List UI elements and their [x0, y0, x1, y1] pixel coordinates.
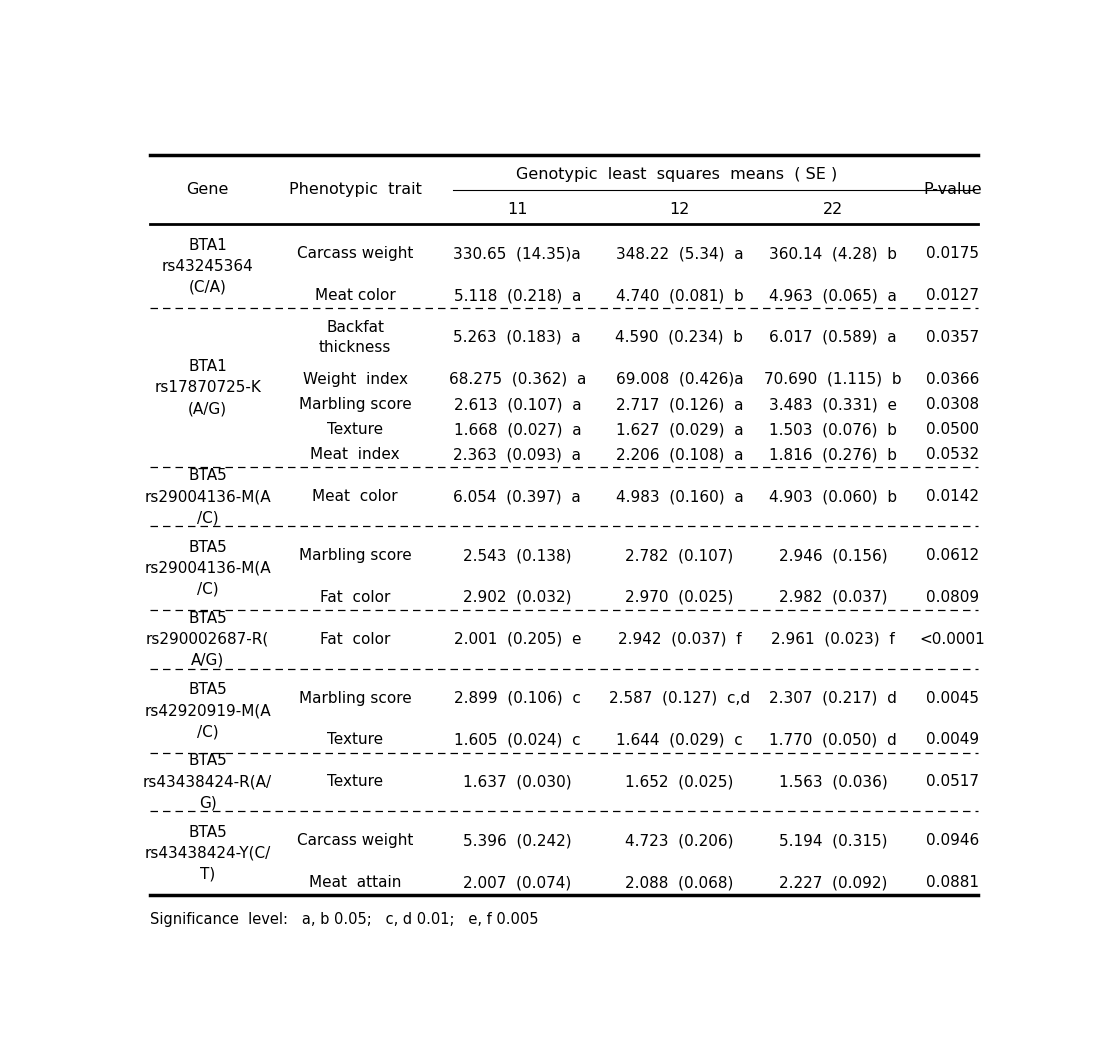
Text: 348.22  (5.34)  a: 348.22 (5.34) a — [615, 246, 743, 261]
Text: 0.0881: 0.0881 — [926, 875, 979, 890]
Text: Genotypic  least  squares  means  ( SE ): Genotypic least squares means ( SE ) — [516, 167, 837, 182]
Text: Gene: Gene — [186, 183, 229, 197]
Text: 0.0127: 0.0127 — [926, 288, 979, 303]
Text: 11: 11 — [508, 202, 527, 216]
Text: 6.054  (0.397)  a: 6.054 (0.397) a — [454, 489, 581, 505]
Text: 0.0809: 0.0809 — [926, 590, 979, 605]
Text: 2.902  (0.032): 2.902 (0.032) — [464, 590, 571, 605]
Text: 12: 12 — [669, 202, 689, 216]
Text: Significance  level:   a, b 0.05;   c, d 0.01;   e, f 0.005: Significance level: a, b 0.05; c, d 0.01… — [151, 912, 538, 927]
Text: Phenotypic  trait: Phenotypic trait — [288, 183, 422, 197]
Text: Weight  index: Weight index — [303, 372, 407, 386]
Text: 3.483  (0.331)  e: 3.483 (0.331) e — [768, 397, 897, 412]
Text: 2.942  (0.037)  f: 2.942 (0.037) f — [618, 631, 741, 647]
Text: <0.0001: <0.0001 — [919, 631, 985, 647]
Text: 2.970  (0.025): 2.970 (0.025) — [625, 590, 733, 605]
Text: 4.963  (0.065)  a: 4.963 (0.065) a — [770, 288, 897, 303]
Text: 1.627  (0.029)  a: 1.627 (0.029) a — [615, 422, 743, 437]
Text: 2.001  (0.205)  e: 2.001 (0.205) e — [454, 631, 581, 647]
Text: 2.899  (0.106)  c: 2.899 (0.106) c — [454, 691, 580, 705]
Text: 68.275  (0.362)  a: 68.275 (0.362) a — [448, 372, 586, 386]
Text: 5.263  (0.183)  a: 5.263 (0.183) a — [454, 329, 581, 345]
Text: 2.982  (0.037): 2.982 (0.037) — [778, 590, 887, 605]
Text: 5.194  (0.315): 5.194 (0.315) — [778, 833, 887, 848]
Text: 1.503  (0.076)  b: 1.503 (0.076) b — [768, 422, 897, 437]
Text: 2.007  (0.074): 2.007 (0.074) — [464, 875, 571, 890]
Text: Backfat
thickness: Backfat thickness — [319, 320, 391, 355]
Text: 0.0142: 0.0142 — [926, 489, 979, 505]
Text: BTA5
rs290002687-R(
A/G): BTA5 rs290002687-R( A/G) — [146, 610, 270, 667]
Text: 1.563  (0.036): 1.563 (0.036) — [778, 774, 887, 790]
Text: Carcass weight: Carcass weight — [297, 246, 413, 261]
Text: 69.008  (0.426)a: 69.008 (0.426)a — [615, 372, 743, 386]
Text: 0.0357: 0.0357 — [926, 329, 979, 345]
Text: BTA5
rs43438424-Y(C/
T): BTA5 rs43438424-Y(C/ T) — [144, 825, 271, 882]
Text: 2.613  (0.107)  a: 2.613 (0.107) a — [454, 397, 581, 412]
Text: 2.307  (0.217)  d: 2.307 (0.217) d — [770, 691, 897, 705]
Text: 0.0946: 0.0946 — [926, 833, 979, 848]
Text: Fat  color: Fat color — [320, 631, 391, 647]
Text: Texture: Texture — [327, 733, 383, 748]
Text: Carcass weight: Carcass weight — [297, 833, 413, 848]
Text: 2.782  (0.107): 2.782 (0.107) — [625, 548, 733, 563]
Text: 70.690  (1.115)  b: 70.690 (1.115) b — [764, 372, 902, 386]
Text: 5.396  (0.242): 5.396 (0.242) — [464, 833, 571, 848]
Text: BTA5
rs42920919-M(A
/C): BTA5 rs42920919-M(A /C) — [144, 682, 271, 739]
Text: Fat  color: Fat color — [320, 590, 391, 605]
Text: 22: 22 — [822, 202, 843, 216]
Text: Marbling score: Marbling score — [298, 691, 412, 705]
Text: 2.961  (0.023)  f: 2.961 (0.023) f — [771, 631, 895, 647]
Text: BTA5
rs29004136-M(A
/C): BTA5 rs29004136-M(A /C) — [144, 540, 271, 597]
Text: 5.118  (0.218)  a: 5.118 (0.218) a — [454, 288, 581, 303]
Text: 0.0532: 0.0532 — [926, 448, 979, 463]
Text: 4.983  (0.160)  a: 4.983 (0.160) a — [615, 489, 743, 505]
Text: 2.717  (0.126)  a: 2.717 (0.126) a — [615, 397, 743, 412]
Text: 0.0175: 0.0175 — [926, 246, 979, 261]
Text: 2.543  (0.138): 2.543 (0.138) — [464, 548, 571, 563]
Text: 0.0049: 0.0049 — [926, 733, 979, 748]
Text: Marbling score: Marbling score — [298, 397, 412, 412]
Text: Meat  index: Meat index — [310, 448, 400, 463]
Text: 1.770  (0.050)  d: 1.770 (0.050) d — [770, 733, 897, 748]
Text: 0.0517: 0.0517 — [926, 774, 979, 790]
Text: 0.0045: 0.0045 — [926, 691, 979, 705]
Text: 0.0500: 0.0500 — [926, 422, 979, 437]
Text: BTA1
rs17870725-K
(A/G): BTA1 rs17870725-K (A/G) — [154, 359, 261, 416]
Text: 2.227  (0.092): 2.227 (0.092) — [778, 875, 887, 890]
Text: 1.605  (0.024)  c: 1.605 (0.024) c — [454, 733, 580, 748]
Text: 4.590  (0.234)  b: 4.590 (0.234) b — [615, 329, 743, 345]
Text: 4.740  (0.081)  b: 4.740 (0.081) b — [615, 288, 743, 303]
Text: 1.816  (0.276)  b: 1.816 (0.276) b — [768, 448, 897, 463]
Text: 2.206  (0.108)  a: 2.206 (0.108) a — [615, 448, 743, 463]
Text: 1.644  (0.029)  c: 1.644 (0.029) c — [617, 733, 743, 748]
Text: Meat  color: Meat color — [313, 489, 399, 505]
Text: 2.088  (0.068): 2.088 (0.068) — [625, 875, 733, 890]
Text: 330.65  (14.35)a: 330.65 (14.35)a — [454, 246, 581, 261]
Text: Texture: Texture — [327, 422, 383, 437]
Text: 2.946  (0.156): 2.946 (0.156) — [778, 548, 887, 563]
Text: 360.14  (4.28)  b: 360.14 (4.28) b — [768, 246, 897, 261]
Text: 6.017  (0.589)  a: 6.017 (0.589) a — [770, 329, 897, 345]
Text: BTA1
rs43245364
(C/A): BTA1 rs43245364 (C/A) — [162, 238, 253, 295]
Text: 0.0612: 0.0612 — [926, 548, 979, 563]
Text: Meat  attain: Meat attain — [309, 875, 402, 890]
Text: 1.652  (0.025): 1.652 (0.025) — [625, 774, 733, 790]
Text: Meat color: Meat color — [315, 288, 395, 303]
Text: 0.0308: 0.0308 — [926, 397, 979, 412]
Text: Marbling score: Marbling score — [298, 548, 412, 563]
Text: 0.0366: 0.0366 — [926, 372, 979, 386]
Text: BTA5
rs29004136-M(A
/C): BTA5 rs29004136-M(A /C) — [144, 468, 271, 525]
Text: 2.363  (0.093)  a: 2.363 (0.093) a — [454, 448, 581, 463]
Text: 4.723  (0.206): 4.723 (0.206) — [625, 833, 733, 848]
Text: P-value: P-value — [924, 183, 982, 197]
Text: BTA5
rs43438424-R(A/
G): BTA5 rs43438424-R(A/ G) — [143, 753, 272, 810]
Text: 2.587  (0.127)  c,d: 2.587 (0.127) c,d — [609, 691, 750, 705]
Text: 4.903  (0.060)  b: 4.903 (0.060) b — [768, 489, 897, 505]
Text: Texture: Texture — [327, 774, 383, 790]
Text: 1.637  (0.030): 1.637 (0.030) — [464, 774, 571, 790]
Text: 1.668  (0.027)  a: 1.668 (0.027) a — [454, 422, 581, 437]
